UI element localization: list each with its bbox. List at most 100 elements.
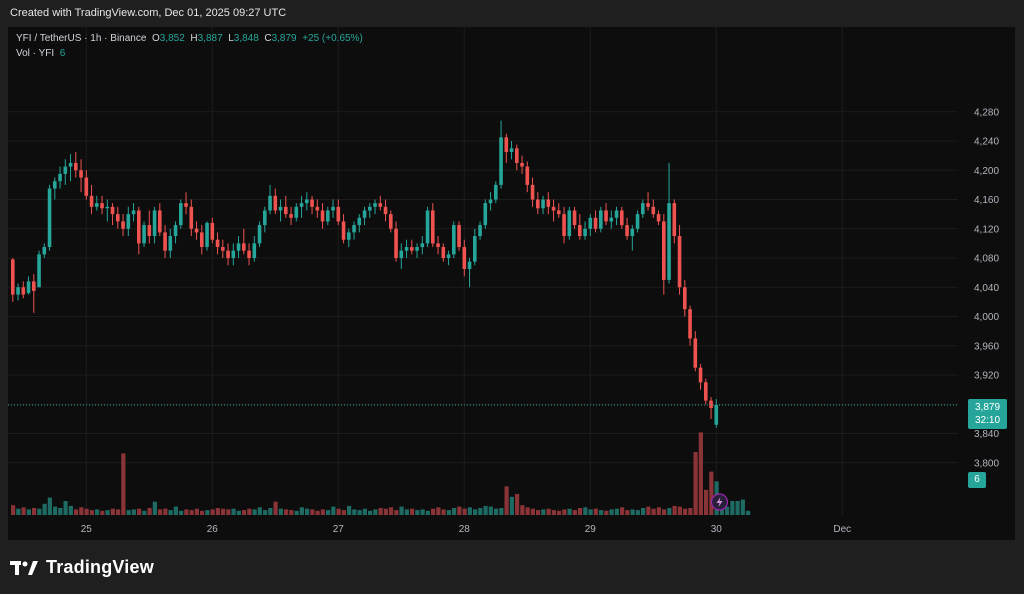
candle-body <box>394 228 398 258</box>
last-price-tag: 3,879 32:10 <box>968 399 1007 429</box>
candle-body <box>341 221 346 240</box>
candle-body <box>163 232 167 251</box>
volume-bar <box>572 510 577 515</box>
last-price-value: 3,879 <box>974 402 1001 413</box>
candle-body <box>84 177 89 196</box>
volume-bar <box>58 508 63 515</box>
volume-bar <box>273 501 278 515</box>
candle-body <box>79 170 83 178</box>
volume-bar <box>194 508 199 515</box>
high-label: H <box>190 33 198 44</box>
candle-body <box>152 210 157 237</box>
y-tick-label: 3,800 <box>974 458 999 469</box>
volume-bar <box>305 508 310 515</box>
candle-body <box>179 203 183 226</box>
candle-body <box>614 210 619 218</box>
volume-bar <box>53 506 58 515</box>
symbol-name[interactable]: YFI / TetherUS · 1h · Binance <box>16 33 147 44</box>
volume-legend: Vol · YFI 6 <box>16 48 65 59</box>
candle-body <box>562 214 566 237</box>
candle-body <box>142 225 146 244</box>
candle-body <box>378 203 383 207</box>
volume-bar <box>536 510 541 515</box>
volume-bar <box>719 508 724 515</box>
candle-body <box>504 137 509 152</box>
volume-label[interactable]: Vol · YFI <box>16 48 55 59</box>
y-tick-label: 3,960 <box>974 341 999 352</box>
volume-bar <box>168 510 173 515</box>
candle-body <box>620 210 624 226</box>
candle-body <box>462 247 467 269</box>
candle-body <box>515 148 519 163</box>
symbol-legend: YFI / TetherUS · 1h · Binance O3,852 H3,… <box>16 33 363 44</box>
candle-body <box>257 225 262 244</box>
candle-body <box>26 281 31 294</box>
volume-bar <box>578 508 583 515</box>
volume-bar <box>310 509 315 515</box>
y-tick-label: 4,000 <box>974 312 999 323</box>
volume-bar <box>163 508 168 515</box>
volume-bar <box>688 508 693 515</box>
volume-bar <box>446 510 451 515</box>
volume-bar <box>242 510 247 515</box>
candle-body <box>425 210 430 244</box>
candle-body <box>677 236 682 288</box>
volume-bar <box>84 508 89 515</box>
volume-bar <box>326 510 331 515</box>
low-label: L <box>228 33 234 44</box>
x-tick-label: 25 <box>81 524 93 535</box>
volume-bar <box>189 510 194 515</box>
candle-body <box>95 203 99 207</box>
volume-bar <box>394 510 399 515</box>
volume-bar <box>730 501 735 515</box>
close-value: 3,879 <box>271 33 297 44</box>
candle-body <box>704 382 708 401</box>
candle-body <box>431 210 435 244</box>
volume-bar <box>105 510 110 515</box>
volume-bar <box>42 503 47 515</box>
candlestick-chart[interactable]: 4,280 4,240 4,200 4,160 4,120 4,080 4,040 4,000… <box>8 27 1015 540</box>
volume-bar <box>257 507 262 515</box>
candle-body <box>331 206 335 211</box>
tradingview-logo[interactable]: TradingView <box>10 557 154 578</box>
volume-bar <box>47 497 52 515</box>
candle-body <box>604 210 608 222</box>
chart-panel[interactable]: 4,280 4,240 4,200 4,160 4,120 4,080 4,040 4,000… <box>8 27 1015 540</box>
volume-bar <box>221 508 226 515</box>
candle-body <box>399 250 404 258</box>
volume-bar <box>746 510 751 515</box>
bolt-icon <box>716 497 723 507</box>
candle-body <box>457 225 461 248</box>
candle-body <box>305 199 309 204</box>
volume-bar <box>499 508 504 515</box>
volume-bar <box>179 510 184 515</box>
created-with-label: Created with TradingView.com, Dec 01, 20… <box>10 7 287 19</box>
volume-bar <box>26 509 31 515</box>
volume-bar <box>436 507 441 515</box>
candle-body <box>698 367 703 383</box>
candle-body <box>436 243 440 248</box>
candle-body <box>284 206 288 215</box>
volume-bar <box>709 471 714 515</box>
volume-bar <box>89 510 94 515</box>
candle-body <box>194 228 199 233</box>
volume-bar <box>562 509 567 515</box>
candle-body <box>452 225 456 255</box>
candle-body <box>347 232 351 240</box>
volume-bar <box>599 510 604 515</box>
high-value: 3,887 <box>197 33 223 44</box>
candle-body <box>247 250 251 258</box>
candle-body <box>168 236 173 251</box>
volume-bar <box>32 508 37 515</box>
volume-bar <box>735 501 740 515</box>
volume-bar <box>79 507 84 515</box>
volume-bar <box>21 507 26 515</box>
volume-bar <box>415 510 420 515</box>
candle-body <box>525 166 530 185</box>
volume-bar <box>116 509 121 515</box>
candle-body <box>37 254 41 288</box>
candle-body <box>299 203 304 207</box>
volume-bar <box>294 510 299 515</box>
volume-bar <box>383 508 388 515</box>
